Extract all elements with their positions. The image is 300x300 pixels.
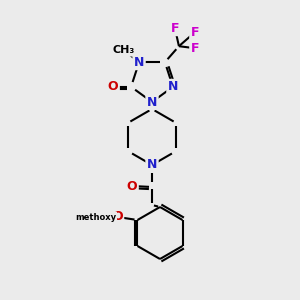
Text: O: O <box>127 179 137 193</box>
Text: N: N <box>147 158 157 172</box>
Text: F: F <box>191 42 199 55</box>
Text: O: O <box>108 80 118 93</box>
Text: N: N <box>134 56 144 69</box>
Text: N: N <box>168 80 178 93</box>
Text: F: F <box>171 22 179 35</box>
Text: N: N <box>147 95 157 109</box>
Text: F: F <box>191 26 199 39</box>
Text: O: O <box>112 211 123 224</box>
Text: methoxy: methoxy <box>75 212 116 221</box>
Text: CH₃: CH₃ <box>113 45 135 55</box>
